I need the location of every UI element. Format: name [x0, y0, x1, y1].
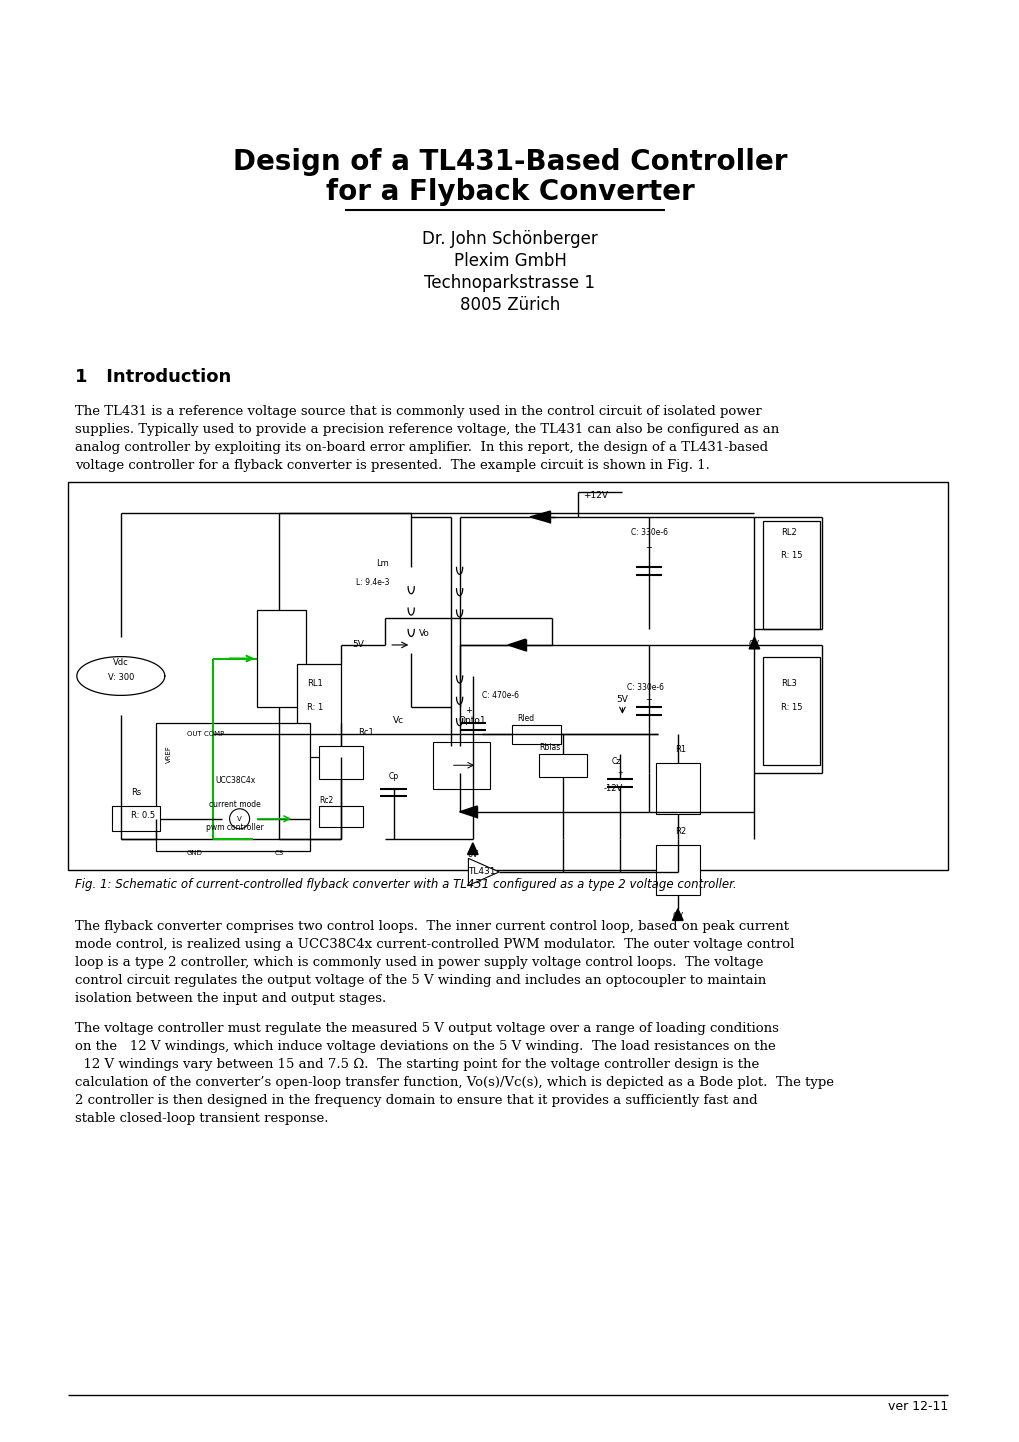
- Bar: [512, 724, 560, 744]
- Bar: [433, 743, 490, 789]
- Text: GND: GND: [186, 849, 203, 855]
- Bar: [762, 656, 819, 766]
- Text: Rc2: Rc2: [319, 796, 333, 805]
- Text: pwm controller: pwm controller: [206, 823, 264, 832]
- Text: control circuit regulates the output voltage of the 5 V winding and includes an : control circuit regulates the output vol…: [75, 973, 765, 986]
- Text: for a Flyback Converter: for a Flyback Converter: [325, 177, 694, 206]
- Text: R2: R2: [675, 826, 686, 836]
- Polygon shape: [460, 806, 477, 818]
- Text: Design of a TL431-Based Controller: Design of a TL431-Based Controller: [232, 149, 787, 176]
- Text: 5V: 5V: [353, 640, 364, 649]
- Polygon shape: [467, 842, 478, 855]
- Bar: [156, 722, 310, 851]
- Text: ver 12-11: ver 12-11: [887, 1400, 947, 1413]
- Text: R1: R1: [675, 746, 686, 754]
- Text: current mode: current mode: [209, 799, 261, 809]
- Bar: [68, 482, 947, 870]
- Text: Vc: Vc: [392, 717, 404, 725]
- Text: RL1: RL1: [307, 679, 323, 688]
- Text: 12 V windings vary between 15 and 7.5 Ω.  The starting point for the voltage con: 12 V windings vary between 15 and 7.5 Ω.…: [75, 1058, 758, 1071]
- Text: Rc1: Rc1: [358, 728, 374, 737]
- Polygon shape: [530, 510, 549, 523]
- Bar: [655, 845, 699, 895]
- Bar: [319, 746, 363, 779]
- Text: Cp: Cp: [388, 773, 398, 782]
- Text: R: 15: R: 15: [780, 702, 802, 711]
- Text: on the   12 V windings, which induce voltage deviations on the 5 V winding.  The: on the 12 V windings, which induce volta…: [75, 1040, 775, 1053]
- Text: C: 330e-6: C: 330e-6: [631, 528, 667, 536]
- Bar: [297, 665, 340, 757]
- Text: UCC38C4x: UCC38C4x: [215, 776, 255, 786]
- Polygon shape: [672, 908, 683, 920]
- Text: R: 1: R: 1: [307, 702, 323, 711]
- Text: R: 15: R: 15: [780, 551, 802, 561]
- Text: Cz: Cz: [611, 757, 621, 766]
- Text: R: 0.5: R: 0.5: [131, 812, 155, 820]
- Circle shape: [229, 809, 250, 829]
- Text: Opto1: Opto1: [459, 717, 486, 725]
- Text: -12V: -12V: [603, 784, 623, 793]
- Text: Technoparkstrasse 1: Technoparkstrasse 1: [424, 274, 595, 291]
- Text: Vo: Vo: [419, 629, 429, 637]
- Bar: [112, 806, 160, 831]
- Text: loop is a type 2 controller, which is commonly used in power supply voltage cont: loop is a type 2 controller, which is co…: [75, 956, 762, 969]
- Text: C: 330e-6: C: 330e-6: [627, 684, 663, 692]
- Bar: [257, 610, 306, 707]
- Text: mode control, is realized using a UCC38C4x current-controlled PWM modulator.  Th: mode control, is realized using a UCC38C…: [75, 937, 794, 952]
- Text: Lm: Lm: [376, 559, 389, 568]
- Text: 0V: 0V: [467, 849, 478, 859]
- Text: isolation between the input and output stages.: isolation between the input and output s…: [75, 992, 386, 1005]
- Polygon shape: [468, 858, 498, 885]
- Text: +: +: [645, 544, 651, 552]
- Text: Rbias: Rbias: [538, 743, 559, 753]
- Text: Vdc: Vdc: [113, 658, 128, 666]
- Text: The flyback converter comprises two control loops.  The inner current control lo: The flyback converter comprises two cont…: [75, 920, 789, 933]
- Text: Rled: Rled: [517, 714, 533, 724]
- Text: OUT COMP: OUT COMP: [186, 731, 224, 737]
- Bar: [762, 521, 819, 630]
- Text: 0V: 0V: [672, 911, 683, 921]
- Text: calculation of the converter’s open-loop transfer function, Vo(s)/Vc(s), which i: calculation of the converter’s open-loop…: [75, 1076, 834, 1089]
- Text: RL2: RL2: [780, 528, 796, 536]
- Text: Plexim GmbH: Plexim GmbH: [453, 252, 566, 270]
- Text: TL431: TL431: [468, 868, 495, 877]
- Text: +12V: +12V: [583, 492, 608, 500]
- Text: 2 controller is then designed in the frequency domain to ensure that it provides: 2 controller is then designed in the fre…: [75, 1094, 757, 1107]
- Bar: [538, 754, 587, 777]
- Text: +: +: [616, 770, 622, 776]
- Text: Rs: Rs: [131, 787, 142, 797]
- Text: Fig. 1: Schematic of current-controlled flyback converter with a TL431 configure: Fig. 1: Schematic of current-controlled …: [75, 878, 736, 891]
- Text: analog controller by exploiting its on-board error amplifier.  In this report, t: analog controller by exploiting its on-b…: [75, 441, 767, 454]
- Text: The TL431 is a reference voltage source that is commonly used in the control cir: The TL431 is a reference voltage source …: [75, 405, 761, 418]
- Text: 8005 Zürich: 8005 Zürich: [460, 296, 559, 314]
- Text: CS: CS: [274, 849, 283, 855]
- Text: supplies. Typically used to provide a precision reference voltage, the TL431 can: supplies. Typically used to provide a pr…: [75, 423, 779, 435]
- Bar: [655, 763, 699, 813]
- Text: 0V: 0V: [748, 640, 759, 649]
- Text: RL3: RL3: [780, 679, 796, 688]
- Text: +: +: [645, 695, 651, 704]
- Text: The voltage controller must regulate the measured 5 V output voltage over a rang: The voltage controller must regulate the…: [75, 1022, 779, 1035]
- Polygon shape: [748, 637, 759, 649]
- Text: VREF: VREF: [166, 744, 172, 763]
- Text: V: 300: V: 300: [108, 673, 133, 682]
- Text: stable closed-loop transient response.: stable closed-loop transient response.: [75, 1112, 328, 1125]
- Text: L: 9.4e-3: L: 9.4e-3: [356, 578, 389, 587]
- Text: V: V: [237, 816, 242, 822]
- Text: C: 470e-6: C: 470e-6: [481, 691, 518, 699]
- Text: Dr. John Schönberger: Dr. John Schönberger: [422, 231, 597, 248]
- Text: 5V: 5V: [615, 695, 628, 704]
- Text: +: +: [465, 707, 472, 715]
- Text: 1   Introduction: 1 Introduction: [75, 368, 231, 386]
- Text: voltage controller for a flyback converter is presented.  The example circuit is: voltage controller for a flyback convert…: [75, 459, 709, 472]
- Bar: [319, 806, 363, 828]
- Polygon shape: [507, 639, 525, 650]
